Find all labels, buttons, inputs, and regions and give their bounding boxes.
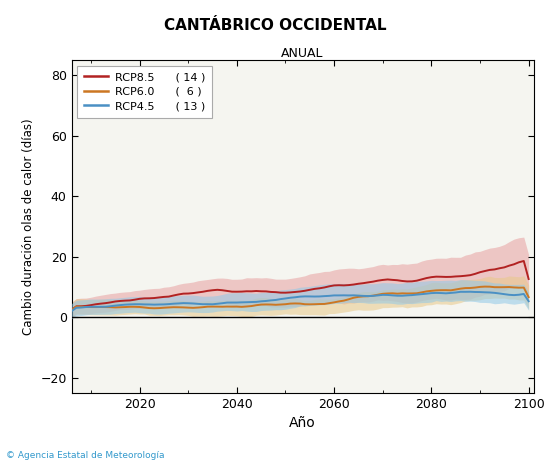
Text: © Agencia Estatal de Meteorología: © Agencia Estatal de Meteorología <box>6 451 164 460</box>
X-axis label: Año: Año <box>289 416 316 430</box>
Title: ANUAL: ANUAL <box>281 47 324 60</box>
Legend: RCP8.5      ( 14 ), RCP6.0      (  6 ), RCP4.5      ( 13 ): RCP8.5 ( 14 ), RCP6.0 ( 6 ), RCP4.5 ( 13… <box>77 66 212 118</box>
Y-axis label: Cambio duración olas de calor (días): Cambio duración olas de calor (días) <box>21 118 35 334</box>
Text: CANTÁBRICO OCCIDENTAL: CANTÁBRICO OCCIDENTAL <box>164 18 386 33</box>
